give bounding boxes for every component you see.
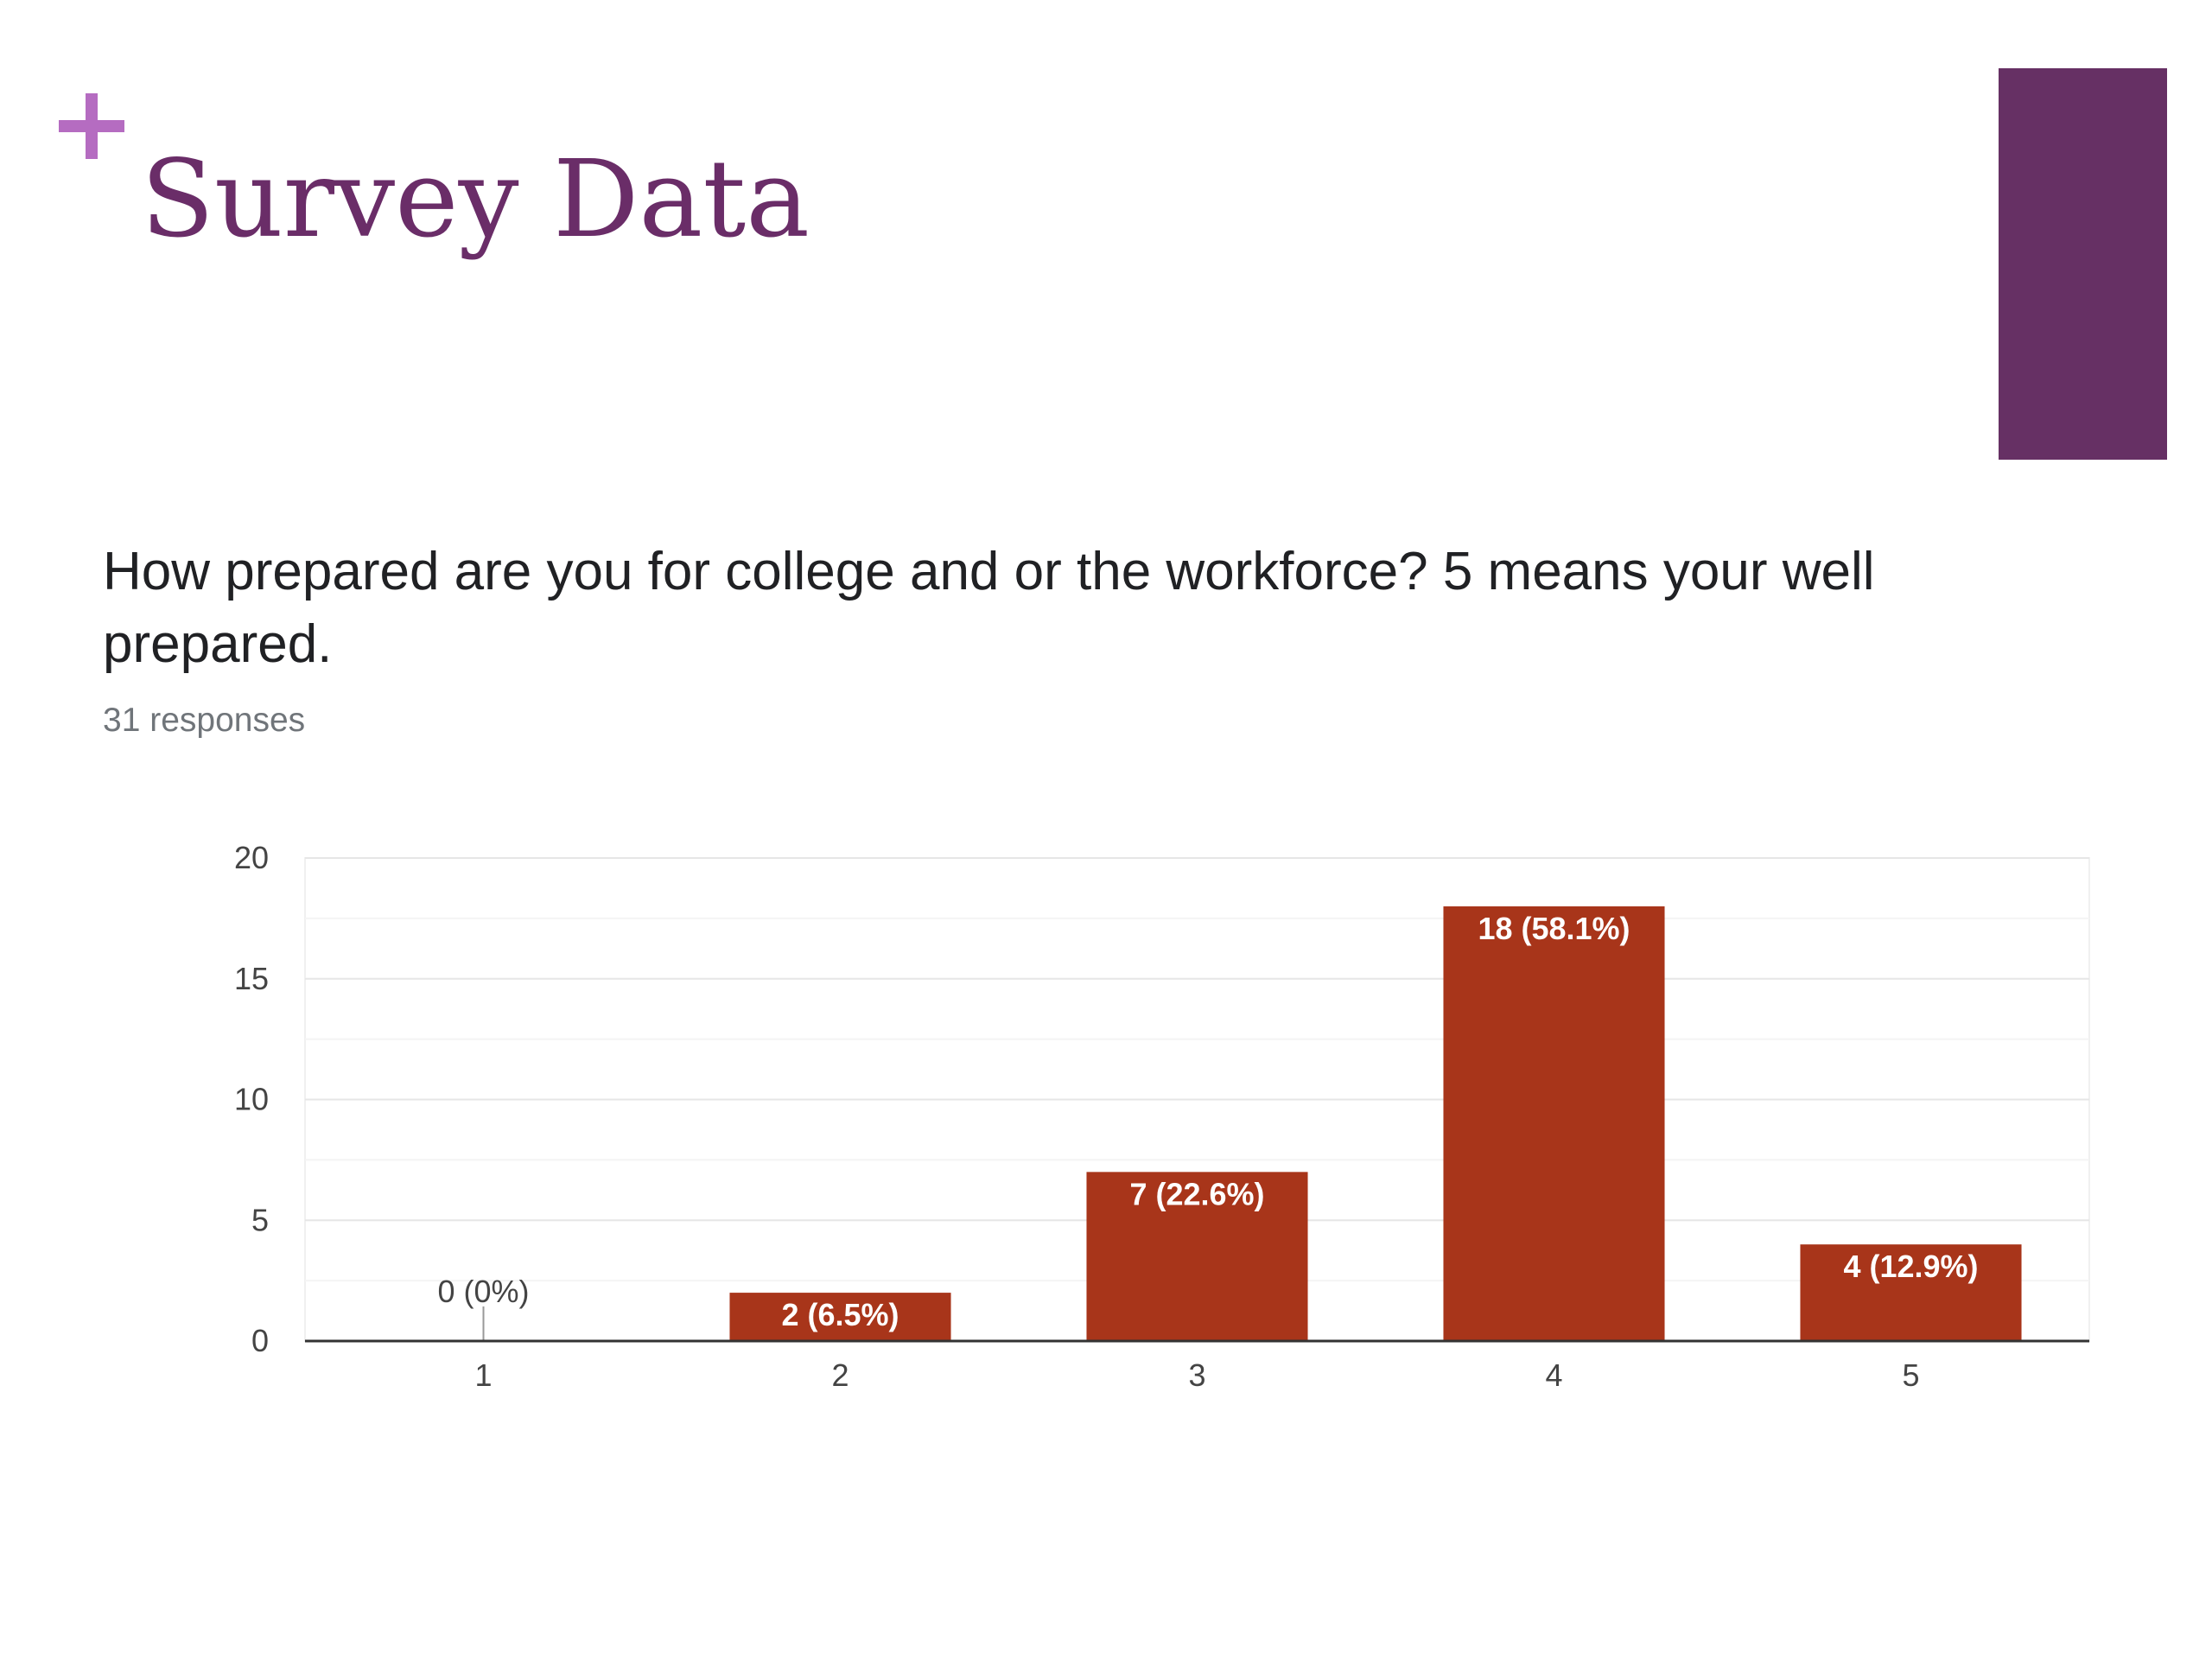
bar [1086,1172,1308,1341]
y-tick-label: 10 [234,1082,269,1117]
y-tick-label: 15 [234,961,269,996]
plus-icon-vertical-stroke [86,93,98,159]
bar-data-label: 4 (12.9%) [1843,1249,1978,1284]
y-tick-label: 0 [251,1323,269,1358]
x-tick-label: 4 [1545,1357,1562,1393]
bar-data-label: 0 (0%) [437,1274,529,1309]
bar-data-label: 7 (22.6%) [1129,1176,1264,1211]
y-tick-label: 5 [251,1202,269,1237]
x-tick-label: 5 [1902,1357,1919,1393]
bar [1800,1244,2022,1341]
survey-question: How prepared are you for college and or … [103,542,1875,674]
bar [1443,906,1665,1341]
y-tick-label: 20 [234,840,269,875]
x-tick-label: 3 [1188,1357,1205,1393]
x-tick-label: 2 [831,1357,849,1393]
x-tick-label: 1 [474,1357,492,1393]
accent-block [1999,68,2167,460]
bar [729,1293,951,1341]
plus-icon [59,93,124,159]
response-count: 31 responses [103,702,306,739]
bar-data-label: 2 (6.5%) [781,1297,899,1332]
slide-title: Survey Data [141,137,810,262]
bar-data-label: 18 (58.1%) [1478,911,1630,946]
